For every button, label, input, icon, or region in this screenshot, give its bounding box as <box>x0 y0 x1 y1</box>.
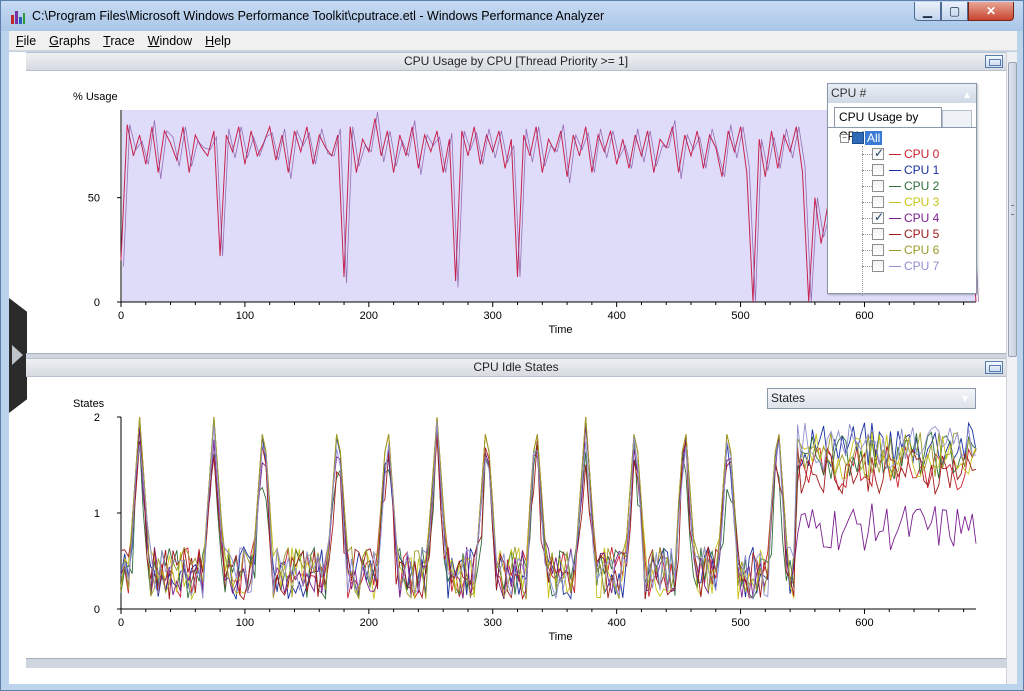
cpu-6-label: CPU 6 <box>904 243 940 257</box>
cpu-3-checkbox[interactable] <box>872 196 884 208</box>
cpu-row-0[interactable]: CPU 0 <box>862 146 939 162</box>
cpu-0-label: CPU 0 <box>904 147 940 161</box>
series-swatch <box>889 233 901 235</box>
collapse-arrow-icon[interactable]: ▲ <box>962 90 972 101</box>
y-tick-label: 1 <box>94 508 100 520</box>
series-swatch <box>889 249 901 251</box>
vertical-scrollbar[interactable] <box>1006 52 1017 684</box>
chevron-down-icon[interactable]: ▼ <box>960 394 970 405</box>
idle-state-series-7 <box>120 421 977 600</box>
legend-header-label: CPU # <box>831 86 867 100</box>
x-tick-label: 100 <box>236 617 254 629</box>
chart-axes: 0 100 200 300 400 500 600 0 1 2 States Time <box>73 398 976 643</box>
cpu-5-label: CPU 5 <box>904 227 940 241</box>
cpu-7-checkbox[interactable] <box>872 260 884 272</box>
x-tick-label: 500 <box>731 310 749 322</box>
x-tick-label: 100 <box>236 310 254 322</box>
states-dropdown-value: States <box>771 391 806 405</box>
idle-state-series-6 <box>120 416 977 601</box>
series-swatch <box>889 169 901 171</box>
panel-options-icon[interactable] <box>985 55 1003 68</box>
x-tick-label: 200 <box>360 617 378 629</box>
cpu-6-checkbox[interactable] <box>872 244 884 256</box>
cpu-7-label: CPU 7 <box>904 259 940 273</box>
y-tick-label: 2 <box>94 412 100 424</box>
cpu-4-checkbox[interactable] <box>872 210 884 224</box>
title-bar[interactable]: C:\Program Files\Microsoft Windows Perfo… <box>1 1 1023 31</box>
idle-states-panel-title: CPU Idle States <box>473 360 559 374</box>
states-dropdown[interactable]: States ▼ <box>767 388 976 409</box>
cpu-2-checkbox[interactable] <box>872 180 884 192</box>
cpu-row-2[interactable]: CPU 2 <box>862 178 939 194</box>
series-swatch <box>889 185 901 187</box>
cpu-row-4[interactable]: CPU 4 <box>862 210 939 226</box>
x-tick-label: 400 <box>607 310 625 322</box>
y-tick-label: 0 <box>94 297 100 309</box>
cpu-row-7[interactable]: CPU 7 <box>862 258 939 274</box>
cpu-4-label: CPU 4 <box>904 211 940 225</box>
x-tick-label: 400 <box>607 617 625 629</box>
y-axis-label: % Usage <box>73 91 118 103</box>
series-swatch <box>889 153 901 155</box>
cpu-3-label: CPU 3 <box>904 195 940 209</box>
x-tick-label: 0 <box>118 617 124 629</box>
cpu-legend-panel: CPU # ▲ CPU Usage by CPU − All CPU 0 CPU … <box>827 83 977 296</box>
idle-states-panel-header: CPU Idle States <box>26 358 1006 377</box>
menu-file[interactable]: File <box>16 33 37 48</box>
cpu-row-5[interactable]: CPU 5 <box>862 226 939 242</box>
minimize-button[interactable]: ▁ <box>914 2 941 21</box>
cpu-1-checkbox[interactable] <box>872 164 884 176</box>
x-tick-label: 300 <box>484 310 502 322</box>
app-icon[interactable] <box>10 9 26 25</box>
collapse-sidebar-tab[interactable] <box>9 298 27 413</box>
tree-node-all[interactable]: − All <box>840 131 883 145</box>
cpu-row-1[interactable]: CPU 1 <box>862 162 939 178</box>
legend-tab-blank[interactable] <box>942 110 972 127</box>
y-axis-label: States <box>73 398 105 410</box>
x-tick-label: 0 <box>118 310 124 322</box>
maximize-button[interactable]: ▢ <box>941 2 968 21</box>
menu-help[interactable]: Help <box>205 33 231 48</box>
x-tick-label: 200 <box>360 310 378 322</box>
y-tick-label: 50 <box>88 193 100 205</box>
series-swatch <box>889 217 901 219</box>
all-checkbox[interactable] <box>852 132 864 144</box>
tree-collapse-icon[interactable]: − <box>840 133 849 143</box>
x-axis-label: Time <box>548 324 572 336</box>
idle-state-series-1 <box>120 418 977 601</box>
cpu-1-label: CPU 1 <box>904 163 940 177</box>
menu-window[interactable]: Window <box>147 33 193 48</box>
idle-state-series-5 <box>120 435 977 601</box>
x-tick-label: 300 <box>484 617 502 629</box>
y-tick-label: 0 <box>94 604 100 616</box>
x-tick-label: 600 <box>855 617 873 629</box>
menu-bar: File Graphs Trace Window Help <box>9 31 1017 51</box>
cpu-usage-panel-header: CPU Usage by CPU [Thread Priority >= 1] <box>26 52 1006 71</box>
x-tick-label: 500 <box>731 617 749 629</box>
panel-options-icon[interactable] <box>985 361 1003 374</box>
window-title: C:\Program Files\Microsoft Windows Perfo… <box>32 9 605 23</box>
legend-header[interactable]: CPU # ▲ <box>828 84 976 103</box>
cpu-5-checkbox[interactable] <box>872 228 884 240</box>
cpu-2-label: CPU 2 <box>904 179 940 193</box>
x-tick-label: 600 <box>855 310 873 322</box>
cpu-0-checkbox[interactable] <box>872 146 884 160</box>
idle-state-series-4 <box>120 420 977 600</box>
cpu-row-6[interactable]: CPU 6 <box>862 242 939 258</box>
all-label: All <box>865 131 883 145</box>
x-axis-label: Time <box>548 631 572 643</box>
menu-trace[interactable]: Trace <box>103 33 135 48</box>
close-button[interactable]: ✕ <box>968 2 1014 21</box>
series-swatch <box>889 265 901 267</box>
scrollbar-thumb[interactable] <box>1008 62 1017 357</box>
series-swatch <box>889 201 901 203</box>
idle-states-chart[interactable]: 0 100 200 300 400 500 600 0 1 2 States Time <box>26 378 1006 658</box>
legend-tab-cpu-usage[interactable]: CPU Usage by CPU <box>834 107 942 143</box>
bottom-splitter[interactable] <box>26 658 1006 668</box>
cpu-row-3[interactable]: CPU 3 <box>862 194 939 210</box>
cpu-usage-panel-title: CPU Usage by CPU [Thread Priority >= 1] <box>403 54 629 68</box>
graph-area: CPU Usage by CPU [Thread Priority >= 1] … <box>9 52 1017 684</box>
menu-graphs[interactable]: Graphs <box>49 33 91 48</box>
